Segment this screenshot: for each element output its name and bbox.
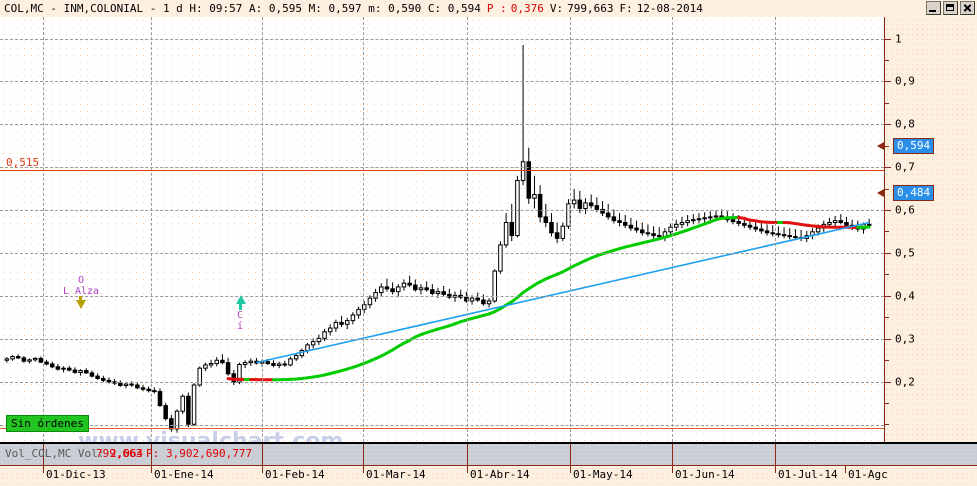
volume-p-label: P:: [146, 447, 159, 460]
gridline-horizontal: [0, 81, 884, 82]
price-axis-label: 0,2: [895, 376, 915, 389]
price-axis-label: 1: [895, 33, 902, 46]
volume-pane[interactable]: Vol_COL,MC Vol: 799,663 2,064 P: 3,902,6…: [0, 443, 977, 466]
quote-v-value: 799,663: [563, 2, 613, 15]
gridline-horizontal: [0, 210, 884, 211]
quote-f-value: 12-08-2014: [633, 2, 703, 15]
moving-average-series: [228, 217, 869, 379]
date-axis-label: 01-Abr-14: [470, 468, 530, 481]
quote-f-label: F:: [613, 2, 632, 15]
signal-annotation-down[interactable]: O L Alza: [56, 275, 106, 297]
gridline-horizontal: [0, 39, 884, 40]
date-axis[interactable]: 01-Dic-13 01-Ene-14 01-Feb-14 01-Mar-14 …: [0, 465, 977, 486]
level-line-0515[interactable]: [0, 170, 884, 171]
quote-p-value: 0,376: [507, 2, 544, 15]
gridline-horizontal: [0, 124, 884, 125]
price-axis-label: 0,3: [895, 333, 915, 346]
date-axis-label: 01-Jul-14: [778, 468, 838, 481]
date-axis-label: 01-Ene-14: [154, 468, 214, 481]
price-axis-label: 0,4: [895, 290, 915, 303]
price-marker-last[interactable]: 0,594: [893, 138, 934, 154]
level-label-0515: 0,515: [6, 156, 39, 169]
signal-annotation-up[interactable]: C í: [228, 310, 252, 332]
date-axis-label: 01-May-14: [573, 468, 633, 481]
date-axis-label: 01-Mar-14: [366, 468, 426, 481]
date-axis-label: 01-Feb-14: [265, 468, 325, 481]
signal-annotation-down-line1: O: [78, 275, 84, 286]
date-axis-label: 01-Dic-13: [46, 468, 106, 481]
gridline-horizontal: [0, 339, 884, 340]
window-controls: [926, 1, 975, 15]
close-button[interactable]: [960, 1, 975, 15]
trendline-series: [256, 222, 869, 362]
up-arrow-icon: [236, 295, 246, 304]
price-axis[interactable]: 1 0,9 0,8 0,7 0,6 0,5 0,4 0,3 0,2 0,594 …: [884, 17, 977, 442]
status-badge-orders[interactable]: Sin órdenes: [6, 415, 89, 432]
quote-summary-text: COL,MC - INM,COLONIAL - 1 d H: 09:57 A: …: [0, 2, 481, 15]
price-axis-label: 0,9: [895, 75, 915, 88]
date-axis-label: 01-Jun-14: [675, 468, 735, 481]
gridline-horizontal: [0, 296, 884, 297]
gridline-horizontal: [0, 167, 884, 168]
date-axis-label: 01-Agc: [848, 468, 888, 481]
quote-p-label: P :: [481, 2, 507, 15]
signal-annotation-up-line1: C: [237, 310, 243, 321]
volume-title: Vol_COL,MC Vol:: [5, 447, 104, 460]
volume-p-value: 3,902,690,777: [166, 447, 252, 460]
gridline-horizontal: [0, 253, 884, 254]
minimize-button[interactable]: [926, 1, 941, 15]
price-axis-label: 0,5: [895, 247, 915, 260]
volume-overlap-value: 2,064: [110, 447, 143, 460]
candlestick-series: [5, 45, 871, 433]
maximize-button[interactable]: [943, 1, 958, 15]
quote-v-label: V:: [544, 2, 563, 15]
quote-header-bar: COL,MC - INM,COLONIAL - 1 d H: 09:57 A: …: [0, 0, 977, 17]
price-axis-label: 0,8: [895, 118, 915, 131]
watermark: www.visualchart.com: [78, 429, 343, 442]
price-axis-label: 0,7: [895, 161, 915, 174]
price-chart-pane[interactable]: 0,515 O L Alza C í Sin órdenes www.visua…: [0, 17, 884, 442]
signal-annotation-up-line2: í: [237, 321, 243, 332]
gridline-horizontal: [0, 425, 884, 426]
price-marker-average[interactable]: 0,484: [893, 185, 934, 201]
gridline-horizontal: [0, 382, 884, 383]
price-axis-label: 0,6: [895, 204, 915, 217]
down-arrow-icon: [76, 300, 86, 309]
